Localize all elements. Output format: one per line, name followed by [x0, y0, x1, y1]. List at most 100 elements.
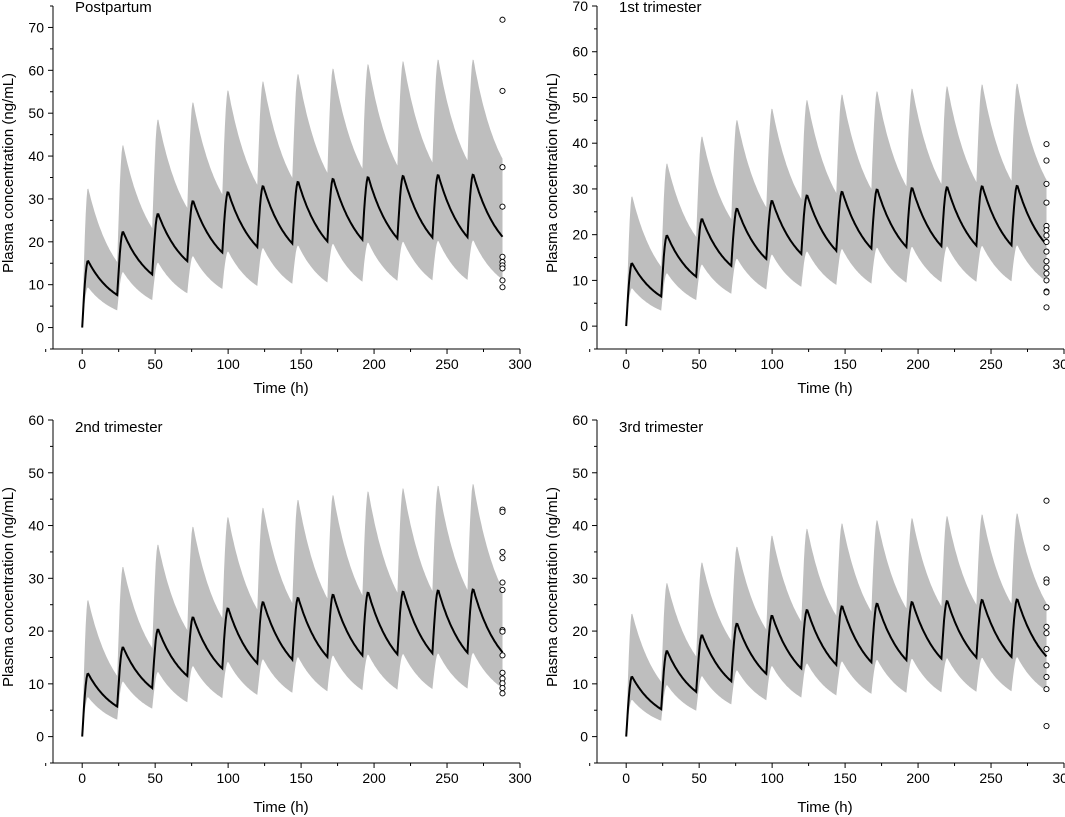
observed-point [499, 628, 506, 635]
y-axis-label: Plasma concentration (ng/mL) [0, 73, 17, 273]
observed-point [499, 87, 506, 94]
prediction-band [82, 484, 503, 737]
observed-point [499, 548, 506, 555]
panel-title: 3rd trimester [619, 419, 703, 436]
panel-title: 2nd trimester [75, 419, 163, 436]
y-tick-label: 30 [572, 570, 588, 586]
observed-point [1043, 623, 1050, 630]
x-tick-label: 50 [147, 770, 163, 786]
observed-point [499, 277, 506, 284]
observed-point [499, 164, 506, 171]
observed-point [1043, 630, 1050, 637]
observed-point [499, 203, 506, 210]
x-tick-label: 50 [691, 770, 707, 786]
y-tick-label: 50 [28, 105, 44, 121]
y-tick-label: 70 [28, 19, 44, 35]
observed-point [1043, 604, 1050, 611]
panel-title: Postpartum [75, 0, 152, 16]
panel-3rd-trimester: 3rd trimester Time (h) Plasma concentrat… [544, 412, 1065, 816]
prediction-band [82, 59, 503, 328]
x-tick-label: 250 [435, 770, 459, 786]
y-tick-label: 30 [28, 570, 44, 586]
observed-point [499, 685, 506, 692]
median-line [625, 184, 1048, 327]
panel-title: 1st trimester [619, 0, 702, 16]
y-tick-label: 40 [28, 518, 44, 534]
observed-point [499, 253, 506, 260]
x-tick-label: 0 [622, 770, 630, 786]
y-tick-label: 10 [572, 272, 588, 288]
y-tick-label: 60 [572, 412, 588, 428]
y-tick-label: 40 [28, 148, 44, 164]
observed-point [1043, 686, 1050, 693]
median-line [81, 588, 504, 737]
observed-point [1043, 180, 1050, 187]
x-tick-label: 150 [833, 356, 857, 372]
x-tick-label: 100 [760, 356, 784, 372]
plot-area: 0 50 100 150 200 250 300 0 10 20 30 40 50 60 [28, 412, 531, 786]
observed-point [1043, 270, 1050, 277]
x-tick-label: 200 [362, 356, 386, 372]
observed-point [499, 579, 506, 586]
prediction-band [626, 83, 1047, 327]
y-tick-label: 60 [572, 44, 588, 60]
y-tick-label: 70 [572, 0, 588, 14]
x-tick-label: 250 [435, 356, 459, 372]
x-tick-label: 200 [906, 356, 930, 372]
observed-point [499, 669, 506, 676]
y-tick-label: 0 [580, 729, 588, 745]
plot-area: 0 50 100 150 200 250 300 0 10 20 30 40 50 60 70 [572, 0, 1065, 372]
y-tick-label: 10 [28, 676, 44, 692]
observed-point [1043, 141, 1050, 148]
observed-point [499, 265, 506, 272]
x-tick-label: 0 [78, 356, 86, 372]
observed-point [499, 16, 506, 23]
x-axis-label: Time (h) [253, 380, 308, 397]
panel-1st-trimester: 1st trimester Time (h) Plasma concentrat… [544, 0, 1065, 397]
observed-point [1043, 304, 1050, 311]
y-tick-label: 50 [572, 465, 588, 481]
observed-point [1043, 248, 1050, 255]
observed-point [1043, 579, 1050, 586]
x-tick-label: 250 [979, 770, 1003, 786]
y-tick-label: 10 [28, 277, 44, 293]
x-tick-label: 250 [979, 356, 1003, 372]
observed-point [1043, 662, 1050, 669]
observed-point [1043, 723, 1050, 730]
observed-point [499, 555, 506, 562]
observed-point [499, 586, 506, 593]
x-tick-label: 0 [78, 770, 86, 786]
x-tick-label: 100 [216, 356, 240, 372]
observed-point [1043, 645, 1050, 653]
observed-point [499, 508, 506, 515]
x-tick-label: 50 [691, 356, 707, 372]
x-tick-label: 150 [289, 356, 313, 372]
x-tick-label: 150 [833, 770, 857, 786]
observed-point [1043, 238, 1050, 246]
y-tick-label: 30 [28, 191, 44, 207]
x-tick-label: 50 [147, 356, 163, 372]
y-tick-label: 10 [572, 676, 588, 692]
prediction-band [626, 513, 1047, 737]
y-axis-label: Plasma concentration (ng/mL) [0, 487, 17, 687]
x-tick-label: 0 [622, 356, 630, 372]
x-axis-label: Time (h) [797, 380, 852, 397]
x-tick-label: 100 [216, 770, 240, 786]
x-tick-label: 300 [508, 356, 532, 372]
y-tick-label: 0 [580, 318, 588, 334]
observed-point [1043, 289, 1050, 296]
y-tick-label: 20 [28, 623, 44, 639]
x-tick-label: 100 [760, 770, 784, 786]
observed-point [499, 284, 506, 291]
y-tick-label: 20 [572, 623, 588, 639]
observed-point [1043, 277, 1050, 284]
y-axis-label: Plasma concentration (ng/mL) [544, 487, 561, 687]
x-tick-label: 150 [289, 770, 313, 786]
observed-point [1043, 258, 1050, 265]
y-tick-label: 0 [36, 729, 44, 745]
median-line [81, 173, 504, 328]
y-tick-label: 20 [28, 234, 44, 250]
median-line [625, 598, 1048, 737]
x-tick-label: 200 [362, 770, 386, 786]
observed-point [1043, 232, 1050, 239]
